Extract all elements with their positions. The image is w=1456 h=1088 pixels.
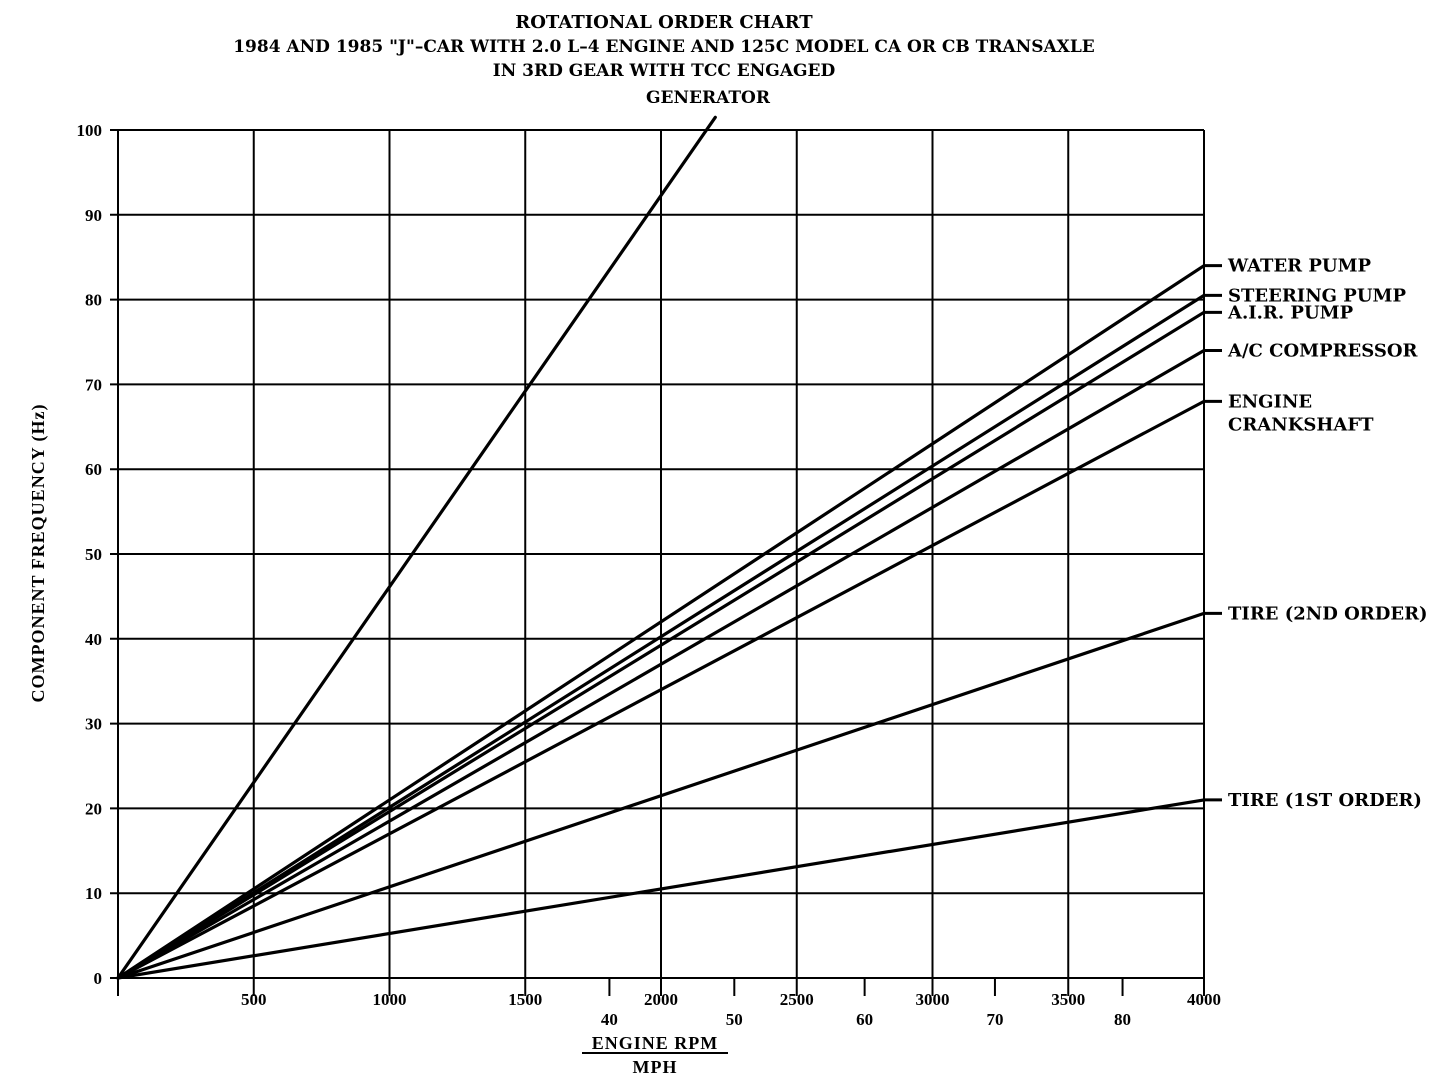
legend-label-a-i-r-pump: A.I.R. PUMP — [1227, 302, 1354, 323]
chart-title: ROTATIONAL ORDER CHART — [515, 12, 813, 33]
x-tick-label: 3500 — [1051, 990, 1085, 1009]
x-tick-label: 500 — [241, 990, 267, 1009]
x-tick-label: 2500 — [780, 990, 814, 1009]
y-tick-label: 40 — [85, 630, 102, 649]
mph-tick-label: 40 — [601, 1010, 618, 1029]
y-tick-label: 0 — [94, 969, 103, 988]
y-tick-label: 60 — [85, 460, 102, 479]
y-tick-label: 100 — [77, 121, 103, 140]
legend-label-engine-crankshaft: ENGINE — [1228, 391, 1312, 412]
x-axis-secondary-label: MPH — [633, 1057, 678, 1077]
chart-subtitle-line-1: 1984 AND 1985 "J"–CAR WITH 2.0 L–4 ENGIN… — [233, 37, 1095, 57]
series-line-engine-crankshaft — [116, 399, 1206, 980]
tick-labels: 0 10 20 30 40 50 60 70 80 90 100 500 1000 1500 2000 250… — [77, 121, 1222, 1029]
x-tick-label: 3000 — [916, 990, 950, 1009]
legend-label-a-c-compressor: A/C COMPRESSOR — [1227, 340, 1419, 361]
legend-label-water-pump: WATER PUMP — [1227, 256, 1372, 277]
x-tick-label: 2000 — [644, 990, 678, 1009]
x-tick-label: 1500 — [508, 990, 542, 1009]
legend-label-engine-crankshaft: CRANKSHAFT — [1228, 414, 1374, 435]
mph-tick-label: 50 — [726, 1010, 743, 1029]
legend-label-tire-1st-order: TIRE (1ST ORDER) — [1228, 790, 1422, 811]
y-tick-label: 30 — [85, 715, 102, 734]
series-line-tire-1st-order — [116, 798, 1206, 980]
y-tick-label: 80 — [85, 291, 102, 310]
x-tick-label: 4000 — [1187, 990, 1221, 1009]
y-tick-label: 90 — [85, 206, 102, 225]
y-tick-label: 50 — [85, 545, 102, 564]
y-axis-label: COMPONENT FREQUENCY (Hz) — [28, 404, 49, 703]
series-line-steering-pump — [116, 293, 1206, 980]
grid-layer — [110, 129, 1205, 996]
series-line-generator — [116, 115, 717, 980]
y-tick-label: 10 — [85, 884, 102, 903]
series-line-a-c-compressor — [116, 348, 1206, 980]
legend-label-tire-2nd-order: TIRE (2ND ORDER) — [1228, 603, 1428, 624]
series-lines — [116, 115, 1206, 980]
series-line-water-pump — [116, 264, 1206, 980]
mph-tick-label: 80 — [1114, 1010, 1131, 1029]
y-tick-label: 70 — [85, 375, 102, 394]
generator-series-label: GENERATOR — [646, 88, 771, 108]
legend-label-steering-pump: STEERING PUMP — [1228, 285, 1406, 306]
x-axis-label: ENGINE RPM — [592, 1033, 719, 1053]
mph-tick-label: 60 — [856, 1010, 873, 1029]
x-tick-label: 1000 — [373, 990, 407, 1009]
mph-tick-label: 70 — [986, 1010, 1003, 1029]
series-line-a-i-r-pump — [116, 310, 1206, 980]
chart-subtitle-line-2: IN 3RD GEAR WITH TCC ENGAGED — [493, 61, 836, 81]
y-tick-label: 20 — [85, 799, 102, 818]
series-line-tire-2nd-order — [116, 611, 1206, 980]
